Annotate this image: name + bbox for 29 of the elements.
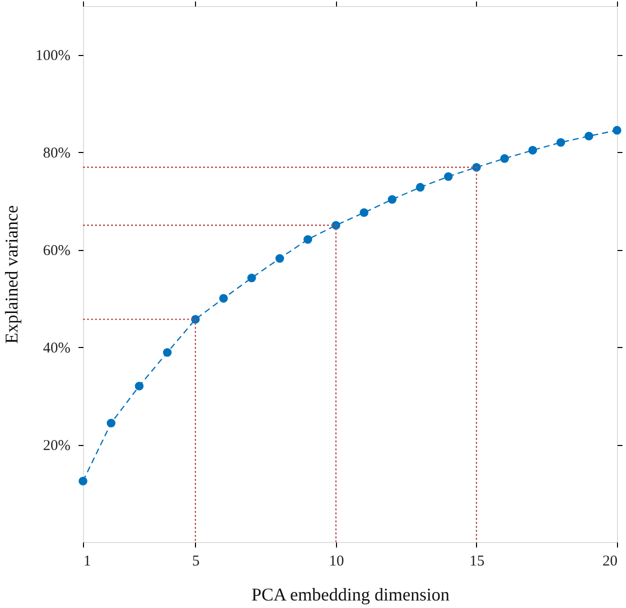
point	[304, 235, 312, 244]
x-tick-label: 1	[84, 554, 91, 570]
y-tick-label: 40%	[43, 340, 70, 357]
point	[528, 146, 538, 155]
point	[134, 382, 144, 390]
point	[556, 138, 566, 147]
point	[247, 274, 256, 282]
x-tick-label: 20	[602, 554, 618, 570]
y-tick-label: 60%	[43, 243, 70, 260]
point	[500, 154, 509, 163]
y-tick-label: 100%	[36, 48, 70, 64]
point	[584, 132, 594, 140]
point	[219, 294, 228, 303]
y-tick-label: 20%	[43, 438, 70, 454]
x-tick-label: 5	[192, 554, 200, 570]
point	[162, 348, 172, 357]
point	[106, 418, 116, 428]
x-tick-label: 10	[328, 554, 344, 570]
x-axis-title: PCA embedding dimension	[252, 584, 450, 604]
point	[275, 254, 284, 263]
x-tick-label: 15	[469, 554, 484, 570]
point	[78, 476, 88, 486]
point	[612, 126, 622, 135]
point	[416, 182, 425, 192]
y-axis-title: Explained variance	[2, 205, 22, 344]
y-tick-label: 80%	[43, 146, 70, 162]
point	[444, 172, 453, 181]
point	[388, 195, 396, 204]
point	[360, 208, 368, 217]
